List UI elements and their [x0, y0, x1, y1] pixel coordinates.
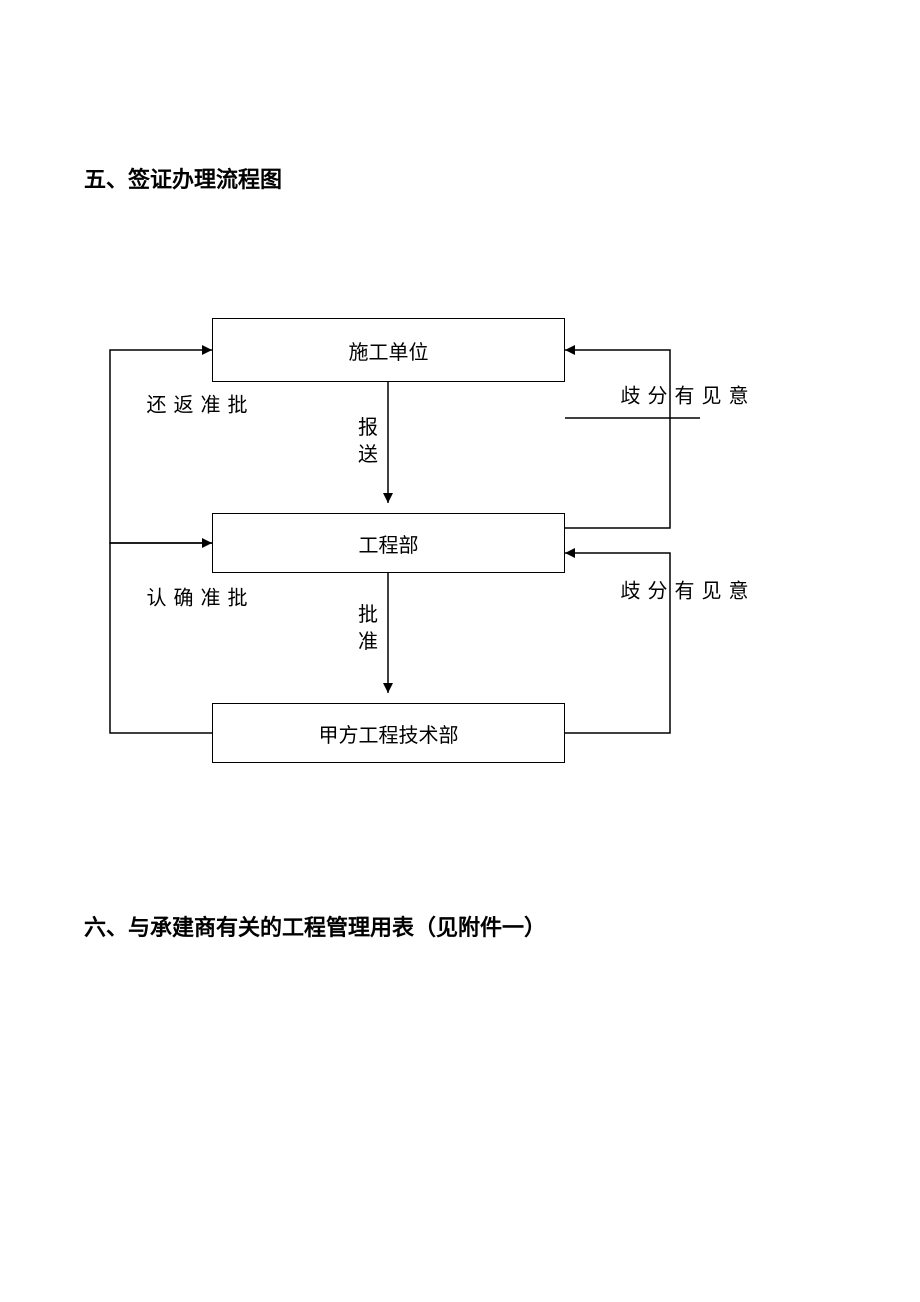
heading-5: 五、签证办理流程图 — [84, 162, 282, 194]
flowchart-edge-label-e2: 批准 — [358, 602, 378, 656]
flowchart-edge-e3 — [110, 350, 212, 543]
flowchart-edge-label-e4: 批准确认 — [140, 587, 248, 610]
flowchart-node-n3: 甲方工程技术部 — [212, 703, 565, 763]
flowchart-node-n2: 工程部 — [212, 513, 565, 573]
flowchart-edge-label-e3: 批准返还 — [140, 394, 248, 417]
flowchart-edge-e4 — [110, 543, 212, 733]
flowchart-edge-label-e6: 意见有分歧 — [614, 580, 749, 603]
flowchart-edge-label-e1: 报送 — [358, 415, 378, 469]
flowchart-edge-label-e5: 意见有分歧 — [614, 385, 749, 408]
flowchart-edges — [0, 0, 920, 1302]
heading-6: 六、与承建商有关的工程管理用表（见附件一） — [84, 910, 546, 942]
flowchart-edge-e5 — [565, 350, 670, 528]
flowchart-node-n1: 施工单位 — [212, 318, 565, 382]
